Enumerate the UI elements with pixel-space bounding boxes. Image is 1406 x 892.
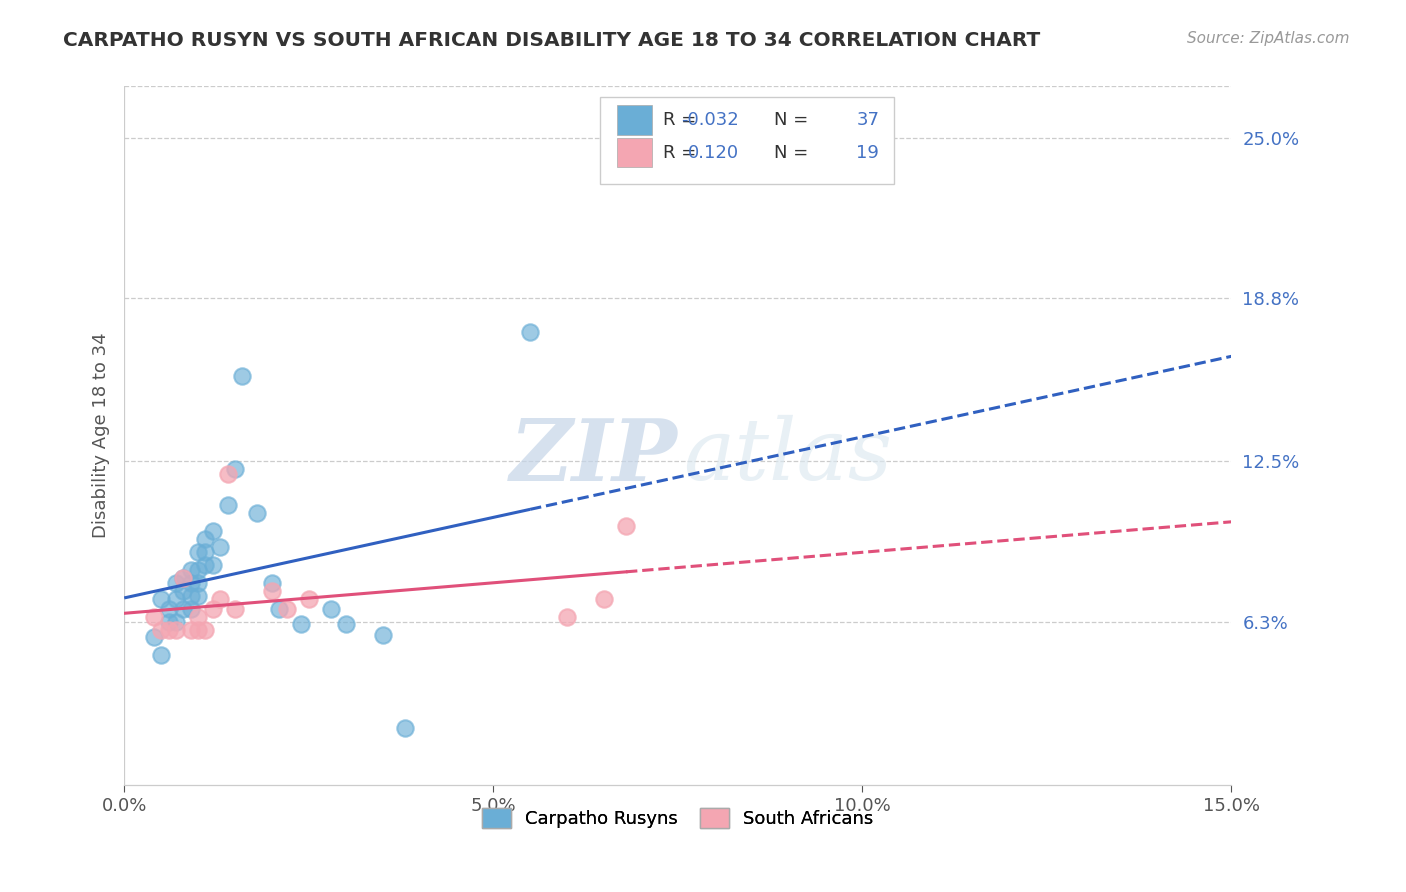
Point <box>201 558 224 572</box>
Point <box>157 615 180 629</box>
Point <box>180 602 202 616</box>
Point <box>172 571 194 585</box>
Point <box>180 563 202 577</box>
Point <box>335 617 357 632</box>
Text: 19: 19 <box>856 144 879 161</box>
Point <box>142 609 165 624</box>
Point <box>187 576 209 591</box>
Point <box>260 583 283 598</box>
Point <box>224 602 246 616</box>
Point <box>224 462 246 476</box>
Point <box>276 602 298 616</box>
Point <box>371 628 394 642</box>
Bar <box>617 105 652 135</box>
Point <box>298 591 321 606</box>
Point <box>194 532 217 546</box>
Text: Source: ZipAtlas.com: Source: ZipAtlas.com <box>1187 31 1350 46</box>
Point <box>187 545 209 559</box>
Point <box>150 623 173 637</box>
Text: 0.120: 0.120 <box>688 144 738 161</box>
Point <box>165 615 187 629</box>
Point <box>172 571 194 585</box>
Point <box>194 558 217 572</box>
Point <box>290 617 312 632</box>
Point <box>555 609 578 624</box>
Point <box>394 721 416 735</box>
Y-axis label: Disability Age 18 to 34: Disability Age 18 to 34 <box>93 333 110 539</box>
Bar <box>617 138 652 168</box>
Point <box>209 591 232 606</box>
Point <box>180 623 202 637</box>
Point <box>319 602 342 616</box>
Point <box>194 545 217 559</box>
Point <box>172 602 194 616</box>
Point <box>187 609 209 624</box>
Point <box>187 589 209 603</box>
Text: N =: N = <box>775 111 808 128</box>
Legend: Carpatho Rusyns, South Africans: Carpatho Rusyns, South Africans <box>475 801 880 835</box>
Text: R =: R = <box>664 144 696 161</box>
Point <box>201 602 224 616</box>
Point <box>246 506 269 520</box>
Point <box>165 576 187 591</box>
Text: R =: R = <box>664 111 696 128</box>
Point <box>157 623 180 637</box>
Text: N =: N = <box>775 144 808 161</box>
FancyBboxPatch shape <box>600 97 894 184</box>
Point <box>187 623 209 637</box>
Point <box>209 540 232 554</box>
Text: 37: 37 <box>856 111 879 128</box>
Point <box>269 602 291 616</box>
Point <box>260 576 283 591</box>
Point <box>217 467 239 482</box>
Point <box>593 591 616 606</box>
Point <box>165 591 187 606</box>
Point <box>172 583 194 598</box>
Point <box>519 325 541 339</box>
Point <box>142 630 165 644</box>
Point <box>187 563 209 577</box>
Point <box>194 623 217 637</box>
Point <box>201 524 224 539</box>
Point <box>217 499 239 513</box>
Point <box>150 591 173 606</box>
Text: atlas: atlas <box>683 415 893 498</box>
Point <box>614 519 637 533</box>
Point <box>231 369 253 384</box>
Point <box>157 602 180 616</box>
Text: ZIP: ZIP <box>510 415 678 499</box>
Point <box>180 589 202 603</box>
Point <box>180 576 202 591</box>
Text: -0.032: -0.032 <box>681 111 738 128</box>
Text: CARPATHO RUSYN VS SOUTH AFRICAN DISABILITY AGE 18 TO 34 CORRELATION CHART: CARPATHO RUSYN VS SOUTH AFRICAN DISABILI… <box>63 31 1040 50</box>
Point <box>150 648 173 663</box>
Point <box>165 623 187 637</box>
